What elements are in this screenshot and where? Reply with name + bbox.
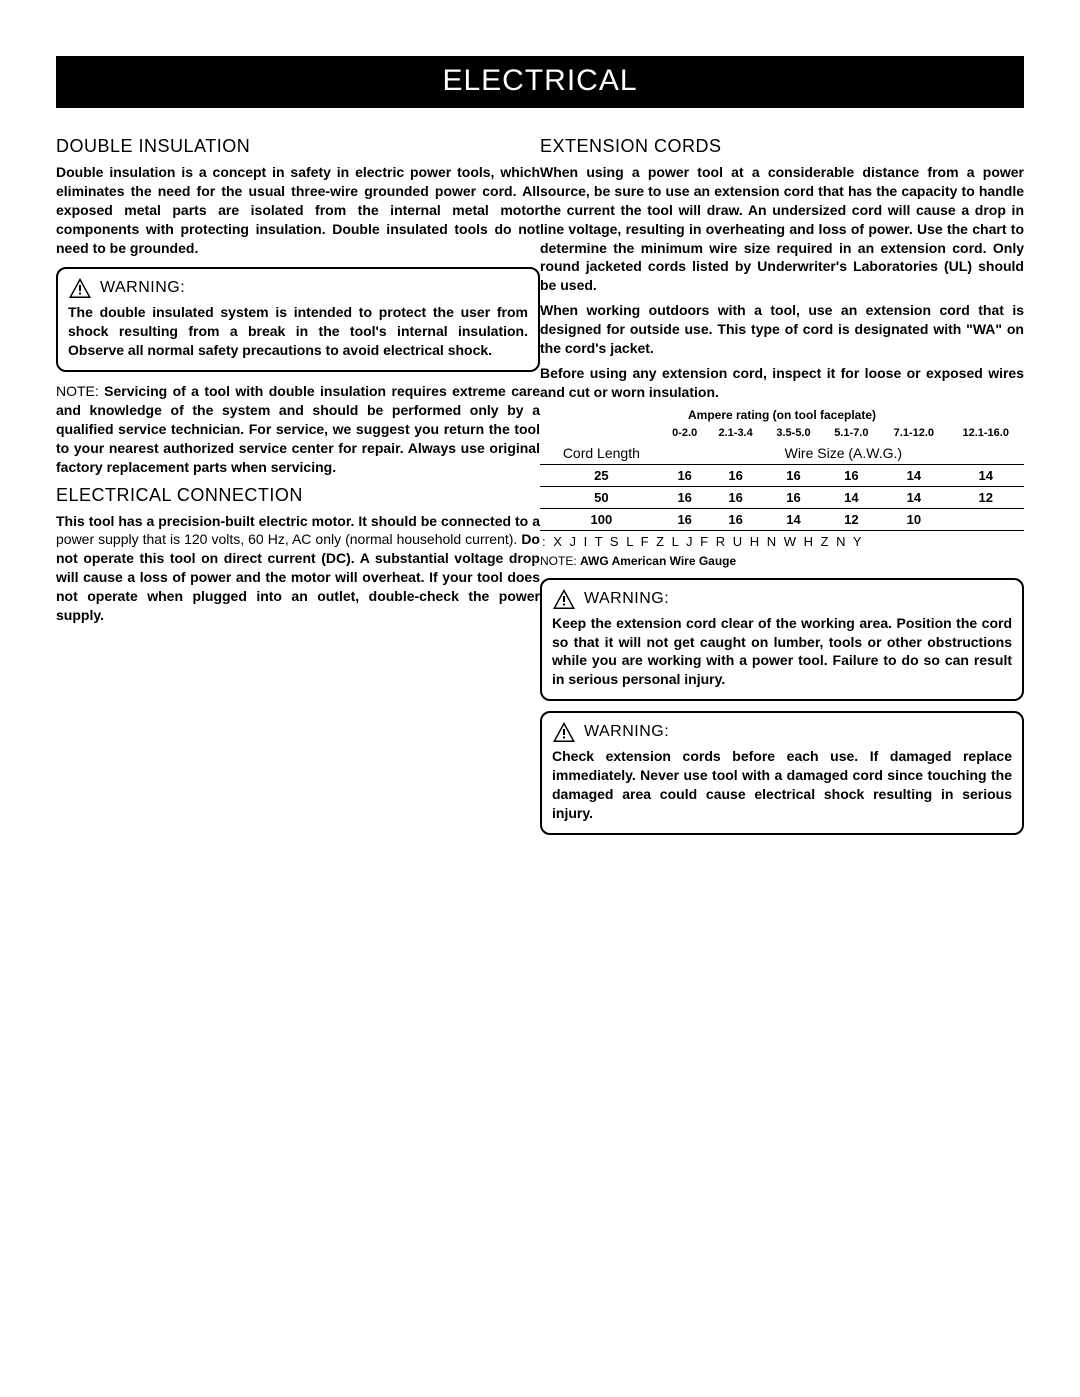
heading-double-insulation: DOUBLE INSULATION (56, 136, 540, 157)
label-cord-length: Cord Length (540, 442, 663, 465)
awg-expansion: American Wire Gauge (609, 554, 737, 568)
heading-electrical-connection: ELECTRICAL CONNECTION (56, 485, 540, 506)
table-row: 50 16 16 16 14 14 12 (540, 486, 1024, 508)
cell: 16 (822, 464, 880, 486)
cell: 14 (880, 464, 947, 486)
cell: 14 (880, 486, 947, 508)
cell: 12 (822, 508, 880, 530)
right-column: EXTENSION CORDS When using a power tool … (540, 128, 1024, 845)
wire-gauge-table: 0-2.0 2.1-3.4 3.5-5.0 5.1-7.0 7.1-12.0 1… (540, 424, 1024, 552)
amp-range: 12.1-16.0 (947, 424, 1024, 442)
warning-body: The double insulated system is intended … (68, 303, 528, 360)
warning-body: Check extension cords before each use. I… (552, 747, 1012, 823)
table-caption: Ampere rating (on tool faceplate) (540, 408, 1024, 422)
cell: 14 (947, 464, 1024, 486)
para-note-service: NOTE: Servicing of a tool with double in… (56, 382, 540, 476)
conn-part1: This tool has a precision-built electric… (56, 513, 540, 529)
para-extension-main: When using a power tool at a considerabl… (540, 163, 1024, 295)
table-amp-row: 0-2.0 2.1-3.4 3.5-5.0 5.1-7.0 7.1-12.0 1… (540, 424, 1024, 442)
table-header-row: Cord Length Wire Size (A.W.G.) (540, 442, 1024, 465)
amp-range: 5.1-7.0 (822, 424, 880, 442)
warning-label: WARNING: (100, 279, 185, 297)
warning-icon (552, 588, 576, 610)
cell: 16 (707, 508, 765, 530)
amp-range: 7.1-12.0 (880, 424, 947, 442)
cell: 16 (663, 508, 707, 530)
cell (947, 508, 1024, 530)
cell: 100 (540, 508, 663, 530)
awg-abbrev: AWG (580, 554, 609, 568)
warning-header: WARNING: (552, 588, 1012, 610)
left-column: DOUBLE INSULATION Double insulation is a… (56, 128, 540, 845)
content-columns: DOUBLE INSULATION Double insulation is a… (56, 128, 1024, 845)
para-extension-inspect: Before using any extension cord, inspect… (540, 364, 1024, 402)
warning-cord-clear: WARNING: Keep the extension cord clear o… (540, 578, 1024, 702)
cell: 16 (707, 464, 765, 486)
conn-plain: power supply that is 120 volts, 60 Hz, A… (56, 531, 517, 547)
table-footer-letters: : X J I T S L F Z L J F R U H N W H Z N … (540, 530, 1024, 552)
cell: 16 (663, 486, 707, 508)
warning-cord-damaged: WARNING: Check extension cords before ea… (540, 711, 1024, 835)
table-note-awg: NOTE: AWG American Wire Gauge (540, 554, 1024, 568)
heading-extension-cords: EXTENSION CORDS (540, 136, 1024, 157)
page-title: ELECTRICAL (56, 56, 1024, 108)
warning-header: WARNING: (552, 721, 1012, 743)
table-row: 25 16 16 16 16 14 14 (540, 464, 1024, 486)
cell: 16 (765, 486, 823, 508)
cell: 10 (880, 508, 947, 530)
warning-label: WARNING: (584, 723, 669, 741)
cell: 16 (707, 486, 765, 508)
amp-range: 3.5-5.0 (765, 424, 823, 442)
label-wire-size: Wire Size (A.W.G.) (663, 442, 1024, 465)
amp-range: 2.1-3.4 (707, 424, 765, 442)
para-electrical-connection: This tool has a precision-built electric… (56, 512, 540, 625)
amp-range: 0-2.0 (663, 424, 707, 442)
cell: 14 (765, 508, 823, 530)
cell: 16 (765, 464, 823, 486)
note-body: Servicing of a tool with double insulati… (56, 383, 540, 475)
para-extension-outdoor: When working outdoors with a tool, use a… (540, 301, 1024, 358)
warning-icon (552, 721, 576, 743)
note-prefix: NOTE: (56, 383, 104, 399)
warning-header: WARNING: (68, 277, 528, 299)
footer-letters: : X J I T S L F Z L J F R U H N W H Z N … (540, 530, 1024, 552)
cell: 12 (947, 486, 1024, 508)
warning-double-insulation: WARNING: The double insulated system is … (56, 267, 540, 372)
cell: 50 (540, 486, 663, 508)
warning-label: WARNING: (584, 590, 669, 608)
para-double-insulation: Double insulation is a concept in safety… (56, 163, 540, 257)
note-word: NOTE: (540, 554, 580, 568)
cell: 16 (663, 464, 707, 486)
wire-gauge-table-wrap: Ampere rating (on tool faceplate) 0-2.0 … (540, 408, 1024, 568)
table-row: 100 16 16 14 12 10 (540, 508, 1024, 530)
cell: 25 (540, 464, 663, 486)
warning-body: Keep the extension cord clear of the wor… (552, 614, 1012, 690)
warning-icon (68, 277, 92, 299)
cell: 14 (822, 486, 880, 508)
